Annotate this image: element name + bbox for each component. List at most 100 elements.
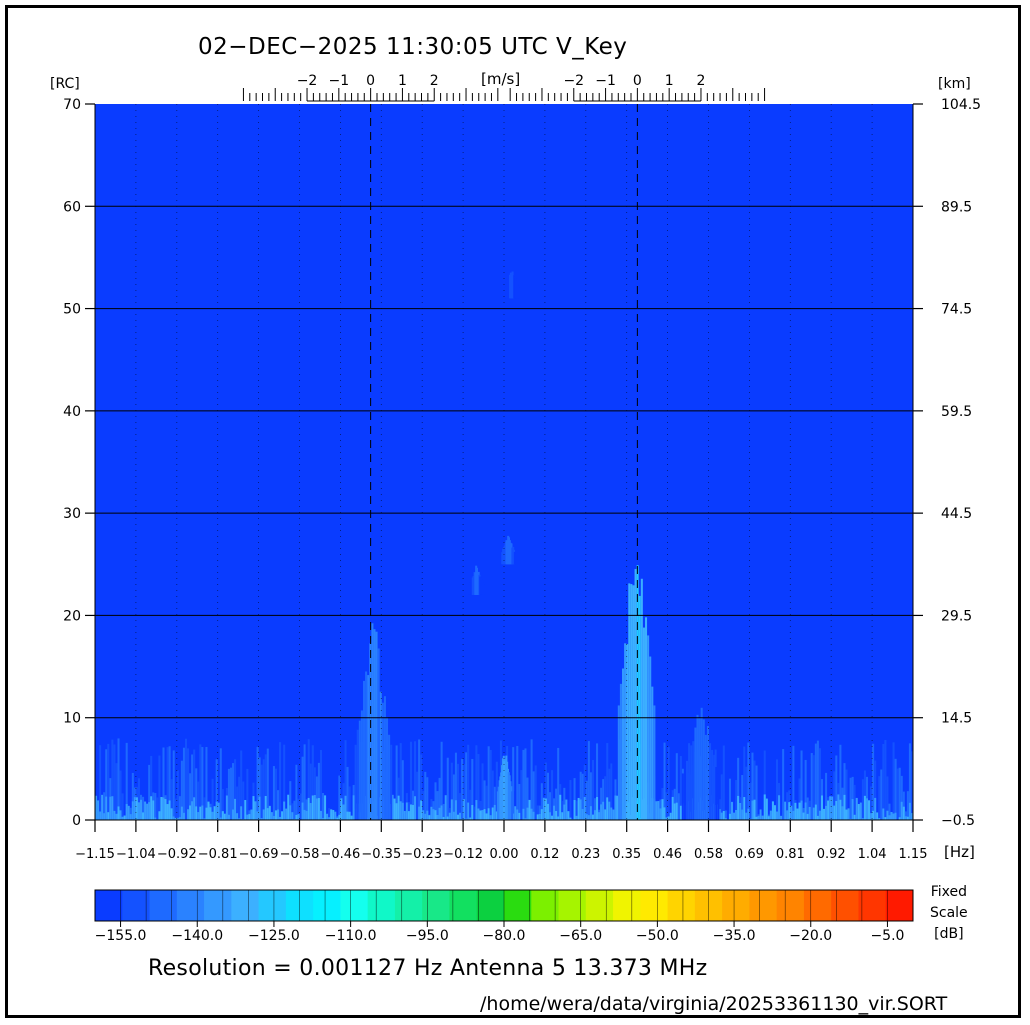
heatmap-cell (483, 809, 486, 820)
heatmap-cell (191, 801, 194, 820)
heatmap-cell (311, 795, 314, 820)
colorbar-tick-label: −65.0 (559, 928, 602, 944)
heatmap-cell (741, 775, 744, 820)
heatmap-cell (436, 815, 439, 820)
heatmap-cell (195, 768, 198, 820)
velocity-tick-label: −2 (563, 73, 584, 89)
heatmap-cell (297, 798, 300, 820)
heatmap-cell (794, 802, 797, 820)
heatmap-cell (571, 769, 574, 820)
heatmap-cell (511, 791, 514, 820)
heatmap-cell (232, 809, 235, 820)
heatmap-cell (524, 748, 527, 820)
velocity-tick-label: 2 (697, 73, 706, 89)
heatmap-cell (512, 747, 515, 820)
heatmap-cell (424, 771, 427, 820)
heatmap-cell (704, 734, 707, 820)
heatmap-cell (596, 743, 599, 820)
x-tick-label: 1.15 (899, 847, 928, 862)
colorbar-segment (858, 890, 887, 921)
heatmap-cell (884, 740, 887, 820)
heatmap-cell (405, 802, 408, 820)
heatmap-cell (800, 750, 803, 820)
heatmap-cell (810, 753, 813, 820)
heatmap-cell (482, 584, 485, 595)
heatmap-cell (452, 774, 455, 820)
heatmap-cell (612, 758, 615, 820)
heatmap-cell (763, 794, 766, 820)
heatmap-cell (518, 287, 521, 299)
heatmap-cell (818, 748, 821, 820)
heatmap-cell (870, 786, 873, 820)
heatmap-cell (260, 818, 263, 820)
heatmap-cell (591, 759, 594, 820)
heatmap-cell (262, 809, 265, 820)
heatmap-cell (469, 789, 472, 820)
heatmap-cell (279, 742, 282, 820)
heatmap-cell (135, 797, 138, 820)
heatmap-cell (133, 797, 136, 820)
heatmap-cell (309, 803, 312, 820)
heatmap-cell (407, 802, 410, 820)
heatmap-cell (166, 747, 169, 820)
heatmap-cell (591, 814, 594, 820)
heatmap-cell (270, 812, 273, 820)
heatmap-cell (614, 795, 617, 820)
heatmap-cell (307, 739, 310, 820)
heatmap-cell (465, 752, 468, 820)
velocity-tick-label: −2 (297, 73, 318, 89)
heatmap-cell (722, 811, 725, 820)
heatmap-cell (342, 783, 345, 820)
heatmap-cell (749, 782, 752, 820)
heatmap-cell (831, 796, 834, 820)
heatmap-cell (356, 729, 359, 820)
x-tick-label: −1.15 (75, 847, 115, 862)
heatmap-cell (569, 780, 572, 820)
heatmap-cell (352, 795, 355, 820)
heatmap-cell (103, 792, 106, 820)
heatmap-cell (336, 817, 339, 820)
heatmap-cell (99, 811, 102, 820)
heatmap-cell (906, 816, 909, 820)
heatmap-cell (575, 800, 578, 820)
heatmap-cell (530, 739, 533, 820)
heatmap-cell (428, 815, 431, 820)
heatmap-cell (872, 810, 875, 820)
heatmap-cell (178, 817, 181, 820)
heatmap-cell (172, 816, 175, 820)
heatmap-cell (878, 818, 881, 820)
heatmap-cell (489, 815, 492, 820)
heatmap-cell (274, 810, 278, 820)
heatmap-cell (340, 798, 343, 820)
colorbar-segment (394, 890, 423, 921)
heatmap-cell (418, 806, 421, 820)
heatmap-cell (739, 802, 742, 820)
heatmap-cell (681, 773, 684, 820)
heatmap-cell (876, 812, 879, 820)
heatmap-cell (315, 798, 318, 820)
heatmap-cell (111, 796, 114, 820)
heatmap-cell (291, 812, 294, 820)
heatmap-cell (853, 784, 856, 820)
y-tick-label: 60 (63, 199, 81, 215)
x-tick-label: 0.00 (490, 847, 519, 862)
heatmap-cell (874, 760, 877, 820)
heatmap-cell (281, 811, 284, 820)
heatmap-cell (749, 818, 752, 820)
heatmap-cell (277, 809, 280, 820)
heatmap-cell (113, 744, 116, 820)
heatmap-cell (735, 810, 738, 820)
file-path: /home/wera/data/virginia/20253361130_vir… (480, 993, 948, 1015)
heatmap-cell (730, 802, 734, 820)
heatmap-cell (174, 798, 177, 820)
x-tick-label: 0.35 (612, 847, 641, 862)
heatmap-cell (743, 797, 746, 820)
heatmap-cell (199, 744, 202, 820)
heatmap-cell (481, 810, 484, 820)
heatmap-cell (365, 671, 368, 820)
heatmap-cell (131, 801, 134, 820)
heatmap-cell (775, 759, 779, 820)
heatmap-cell (677, 793, 680, 820)
heatmap-cell (129, 807, 132, 820)
colorbar-segment (367, 890, 396, 921)
